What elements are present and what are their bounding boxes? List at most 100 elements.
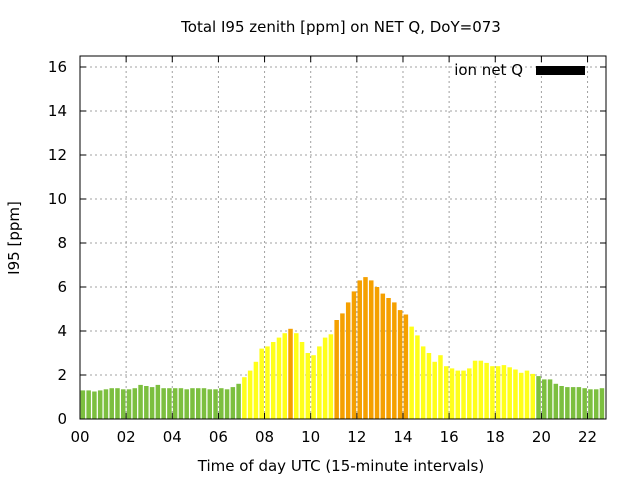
bar [115,388,120,419]
bar [253,361,259,419]
bar [386,298,391,419]
bar [207,389,213,419]
grid [79,56,606,420]
bar [242,377,247,419]
bar [420,346,426,419]
bar [432,361,437,419]
x-axis-label: Time of day UTC (15-minute intervals) [197,457,484,475]
bar [536,376,541,419]
bar [524,370,530,419]
bar [576,387,582,419]
bar [121,389,126,419]
bar [138,384,143,419]
y-tick-label: 12 [48,146,67,164]
y-tick-label: 4 [57,322,67,340]
x-tick-labels: 00 02 04 06 08 10 12 14 16 18 20 22 [70,428,597,446]
bar [392,302,397,419]
legend-label: ion net Q [454,61,523,79]
bar [201,388,207,419]
x-tick-label: 16 [440,428,459,446]
bar [363,277,368,419]
bar [299,342,305,419]
bar [345,302,351,419]
bar [409,326,414,419]
bar [236,383,241,419]
bar [265,346,270,419]
bar [311,355,316,419]
bar [484,362,489,419]
bar [495,366,501,419]
bar [582,388,587,419]
bar [501,365,507,419]
legend-swatch [536,66,585,75]
bar [190,388,195,419]
bar [328,334,334,419]
bar [351,291,357,419]
bar [317,346,322,419]
y-tick-labels: 0 2 4 6 8 10 12 14 16 [48,58,67,428]
bar [259,348,264,419]
x-tick-label: 20 [532,428,551,446]
bar [161,388,166,419]
bar [518,372,524,419]
bar [132,388,138,419]
bar [599,388,605,419]
x-tick-label: 02 [117,428,136,446]
x-tick-label: 06 [209,428,228,446]
bar [559,386,564,419]
bar [547,379,553,419]
bar [294,333,299,419]
bar [92,391,97,419]
bar [230,387,236,419]
y-tick-label: 0 [57,410,67,428]
bar [415,335,420,419]
bar [507,367,512,419]
bar [334,320,339,419]
bar [195,388,201,419]
bar [270,342,276,419]
y-tick-label: 8 [57,234,67,252]
bar [109,388,114,419]
bar [172,388,178,419]
bar [282,333,287,419]
bar [369,280,374,419]
bar [588,389,593,419]
bar [167,388,172,419]
bar [305,353,311,419]
y-tick-label: 10 [48,190,67,208]
x-tick-label: 22 [578,428,597,446]
y-tick-label: 6 [57,278,67,296]
bar [224,389,230,419]
bar [322,337,328,419]
bar [219,388,224,419]
legend: ion net Q [454,61,585,79]
x-tick-label: 10 [301,428,320,446]
x-tick-label: 18 [486,428,505,446]
y-tick-label: 2 [57,366,67,384]
bar [542,379,547,419]
x-tick-label: 00 [70,428,89,446]
bars [80,277,605,419]
bar [126,389,132,419]
bar [565,387,570,419]
bar [247,370,253,419]
bar [472,360,478,419]
bar [490,366,495,419]
bar [438,355,443,419]
bar [553,383,559,419]
bar [443,366,449,419]
bar [80,390,86,419]
bar [397,310,403,419]
bar [86,390,91,419]
bar [530,373,535,419]
bar [288,328,293,419]
bar [144,386,149,419]
bar [103,389,109,419]
bar [184,389,189,419]
y-axis-label: I95 [ppm] [5,201,23,275]
bar [455,370,461,419]
bar [97,390,103,419]
bar [461,370,466,419]
bar [155,384,161,419]
